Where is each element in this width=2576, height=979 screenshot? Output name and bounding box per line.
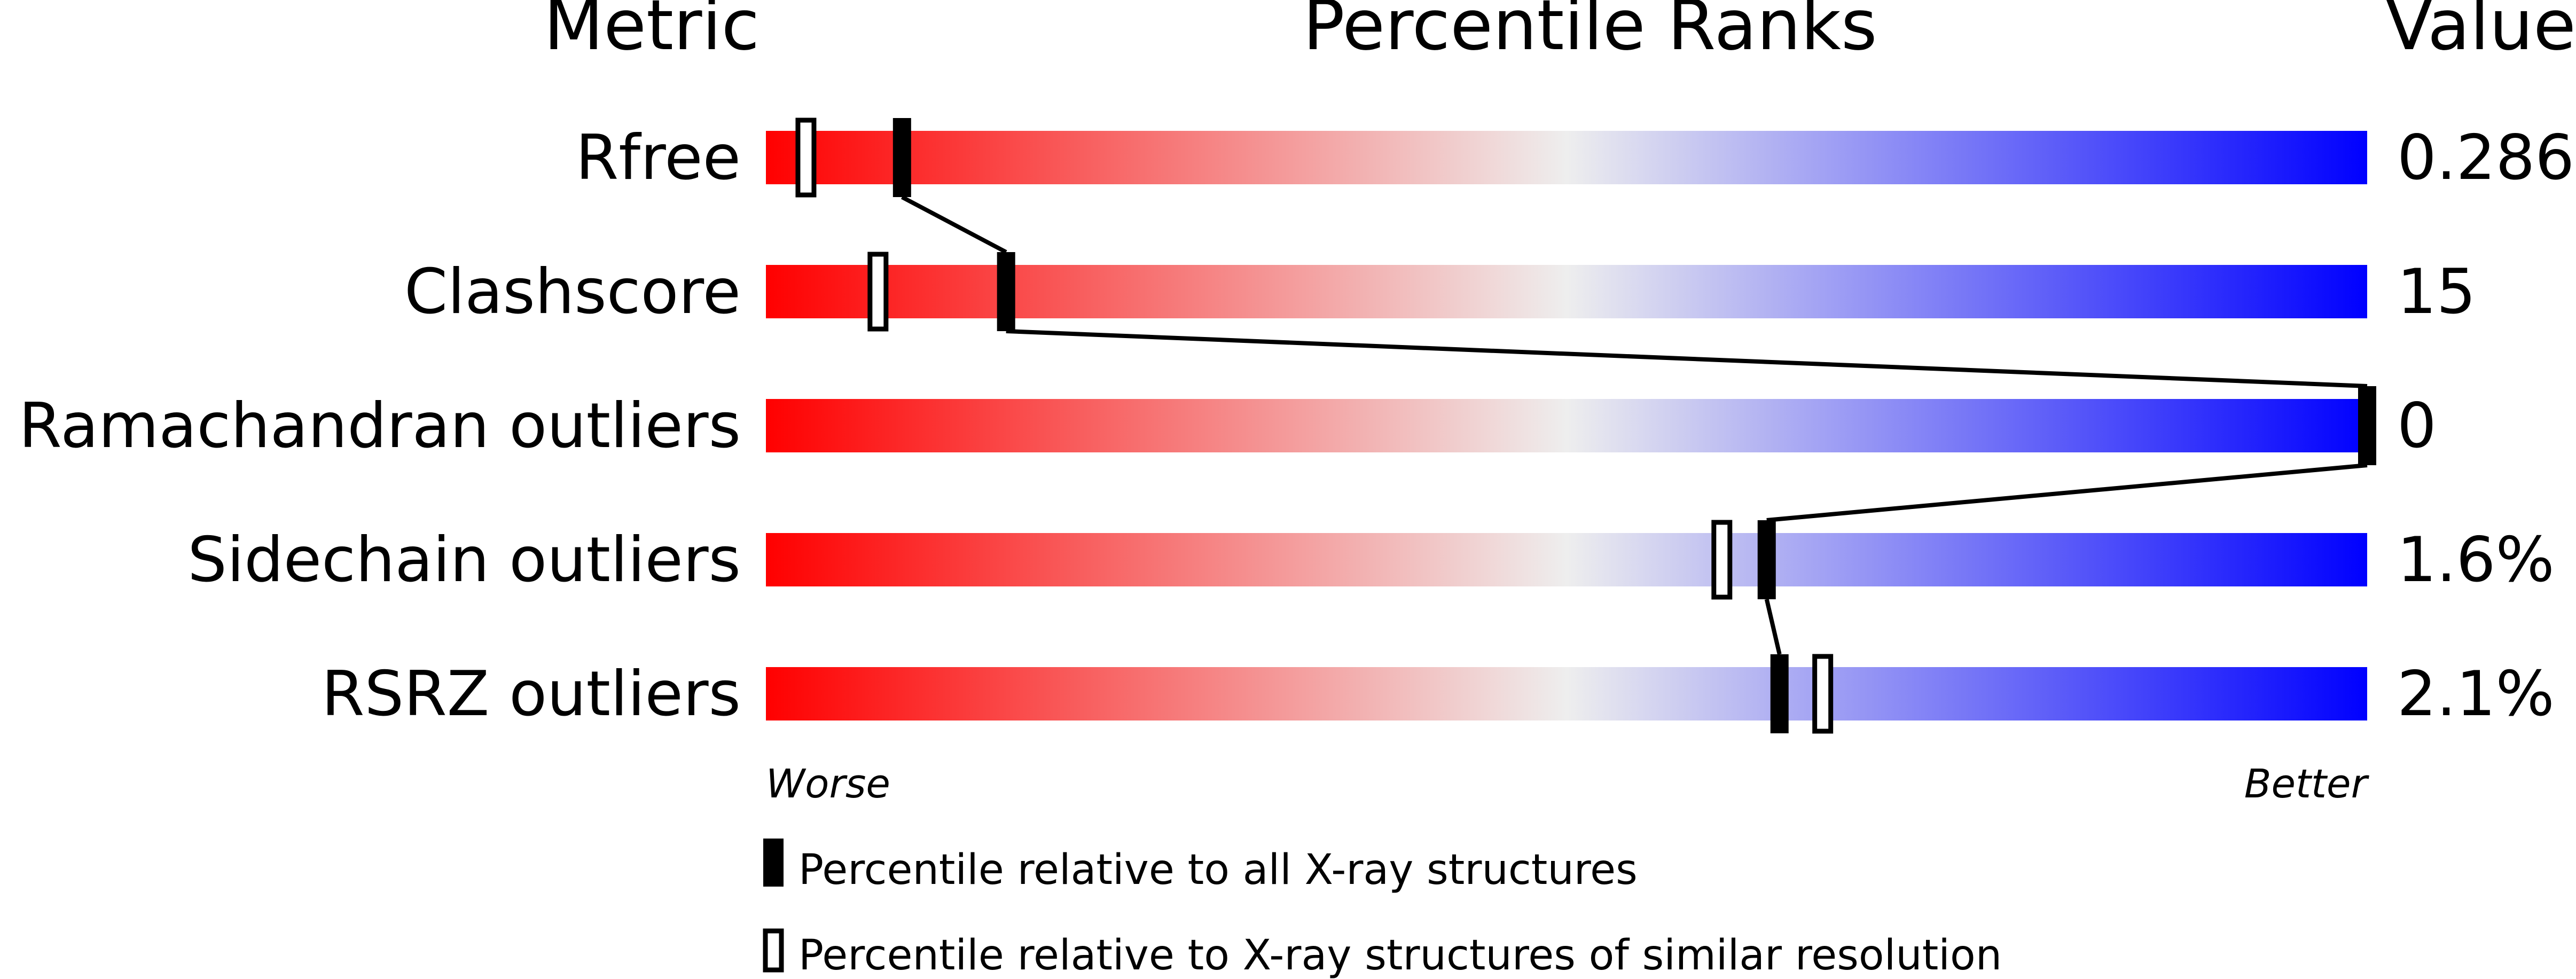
all-structures-marker-ramachandran-outliers <box>2358 386 2376 465</box>
similar-resolution-marker-sidechain-outliers <box>1711 520 1733 600</box>
percentile-bar-rfree <box>766 131 2367 184</box>
metric-label-rsrz-outliers: RSRZ outliers <box>322 658 741 730</box>
legend-all-label: Percentile relative to all X-ray structu… <box>798 846 1638 894</box>
metric-rows: Rfree 0.286 Clashscore 15 Ramachandran outli… <box>19 122 2574 730</box>
legend-similar-marker <box>763 928 784 973</box>
connector-line-1 <box>901 195 1007 254</box>
better-label: Better <box>2244 761 2370 807</box>
metric-value-clashscore: 15 <box>2397 256 2476 328</box>
legend: Percentile relative to all X-ray structu… <box>763 839 2002 979</box>
metric-value-rsrz-outliers: 2.1% <box>2397 658 2555 730</box>
metric-label-rfree: Rfree <box>576 122 741 194</box>
metric-label-ramachandran-outliers: Ramachandran outliers <box>19 390 741 462</box>
connector-line-3 <box>1766 463 2368 522</box>
percentile-bar-rsrz-outliers <box>766 667 2367 720</box>
percentile-bar-clashscore <box>766 265 2367 318</box>
similar-resolution-marker-rfree <box>795 118 817 198</box>
all-structures-marker-rfree <box>892 118 911 197</box>
metric-value-sidechain-outliers: 1.6% <box>2397 524 2555 596</box>
percentile-connector-lines <box>901 195 2368 655</box>
worse-label: Worse <box>766 761 890 807</box>
connector-line-2 <box>1006 329 2368 388</box>
percentile-markers <box>795 118 2376 734</box>
metric-label-clashscore: Clashscore <box>404 256 741 328</box>
percentile-ranks-header: Percentile Ranks <box>1303 0 1877 66</box>
all-structures-marker-sidechain-outliers <box>1757 520 1776 599</box>
connector-line-4 <box>1764 599 1782 655</box>
percentile-bar-sidechain-outliers <box>766 533 2367 586</box>
metric-value-rfree: 0.286 <box>2397 122 2574 194</box>
percentile-bar-ramachandran-outliers <box>766 399 2367 452</box>
metric-header: Metric <box>544 0 760 66</box>
similar-resolution-marker-clashscore <box>867 252 889 332</box>
all-structures-marker-clashscore <box>997 252 1015 331</box>
value-header: Value <box>2385 0 2576 66</box>
legend-all-marker <box>763 839 784 887</box>
similar-resolution-marker-rsrz-outliers <box>1812 654 1834 734</box>
legend-similar-label: Percentile relative to X-ray structures … <box>798 931 2002 979</box>
metric-label-sidechain-outliers: Sidechain outliers <box>187 524 741 596</box>
all-structures-marker-rsrz-outliers <box>1770 654 1789 733</box>
metric-value-ramachandran-outliers: 0 <box>2397 390 2437 462</box>
